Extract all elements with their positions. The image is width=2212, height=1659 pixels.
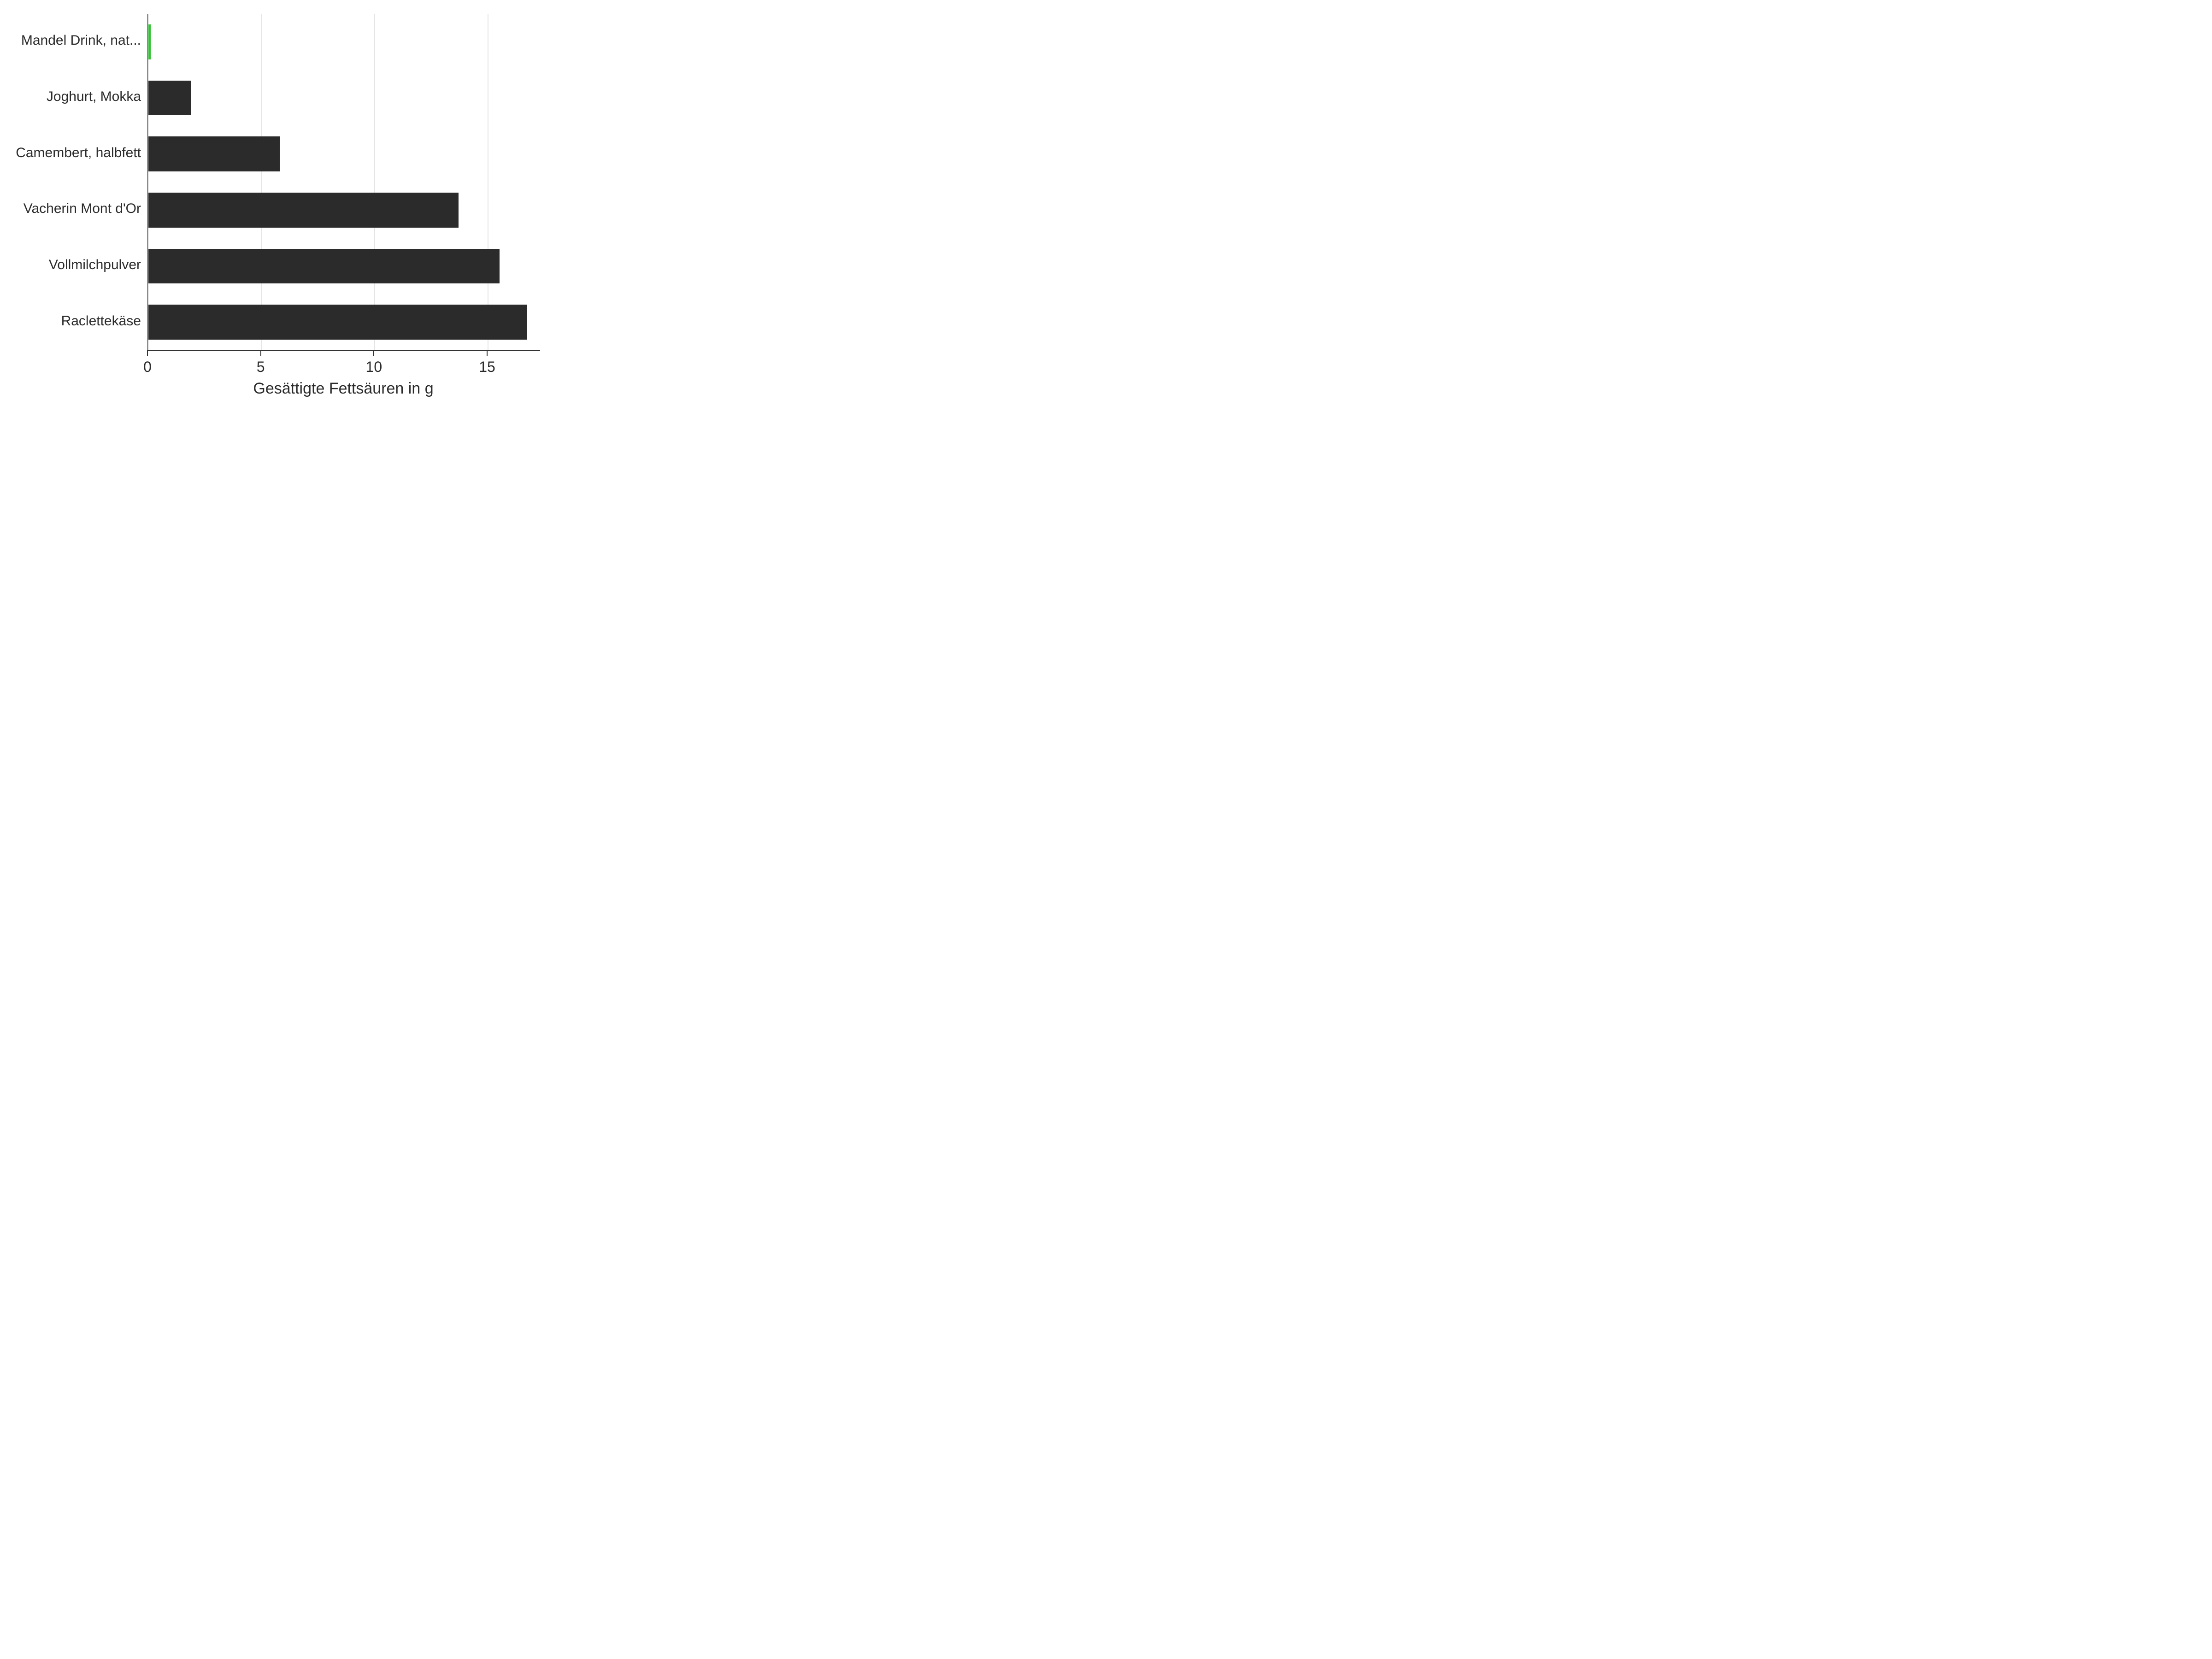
plot-area (147, 14, 540, 351)
gridline (148, 14, 149, 350)
x-tick-mark (147, 350, 148, 356)
y-tick-label: Joghurt, Mokka (47, 89, 141, 105)
saturated-fat-bar-chart: 0 5 10 15 Mandel Drink, nat... Joghurt, Mokka… (0, 0, 553, 415)
bar (148, 24, 151, 59)
bar (148, 136, 280, 171)
gridline (261, 14, 262, 350)
x-tick-label: 0 (143, 359, 152, 376)
bar (148, 81, 191, 115)
x-tick-mark (487, 350, 488, 356)
y-tick-label: Raclettekäse (61, 313, 141, 329)
x-tick-mark (373, 350, 374, 356)
gridline (374, 14, 375, 350)
x-tick-label: 5 (257, 359, 265, 376)
x-axis-title: Gesättigte Fettsäuren in g (253, 380, 433, 398)
y-tick-label: Vacherin Mont d'Or (24, 201, 141, 217)
bar (148, 249, 500, 283)
x-tick-label: 15 (479, 359, 495, 376)
y-tick-label: Camembert, halbfett (16, 145, 141, 161)
bar (148, 305, 527, 339)
bar (148, 193, 459, 227)
y-tick-label: Vollmilchpulver (49, 257, 141, 273)
x-tick-mark (260, 350, 261, 356)
y-tick-label: Mandel Drink, nat... (21, 33, 141, 48)
x-tick-label: 10 (366, 359, 382, 376)
